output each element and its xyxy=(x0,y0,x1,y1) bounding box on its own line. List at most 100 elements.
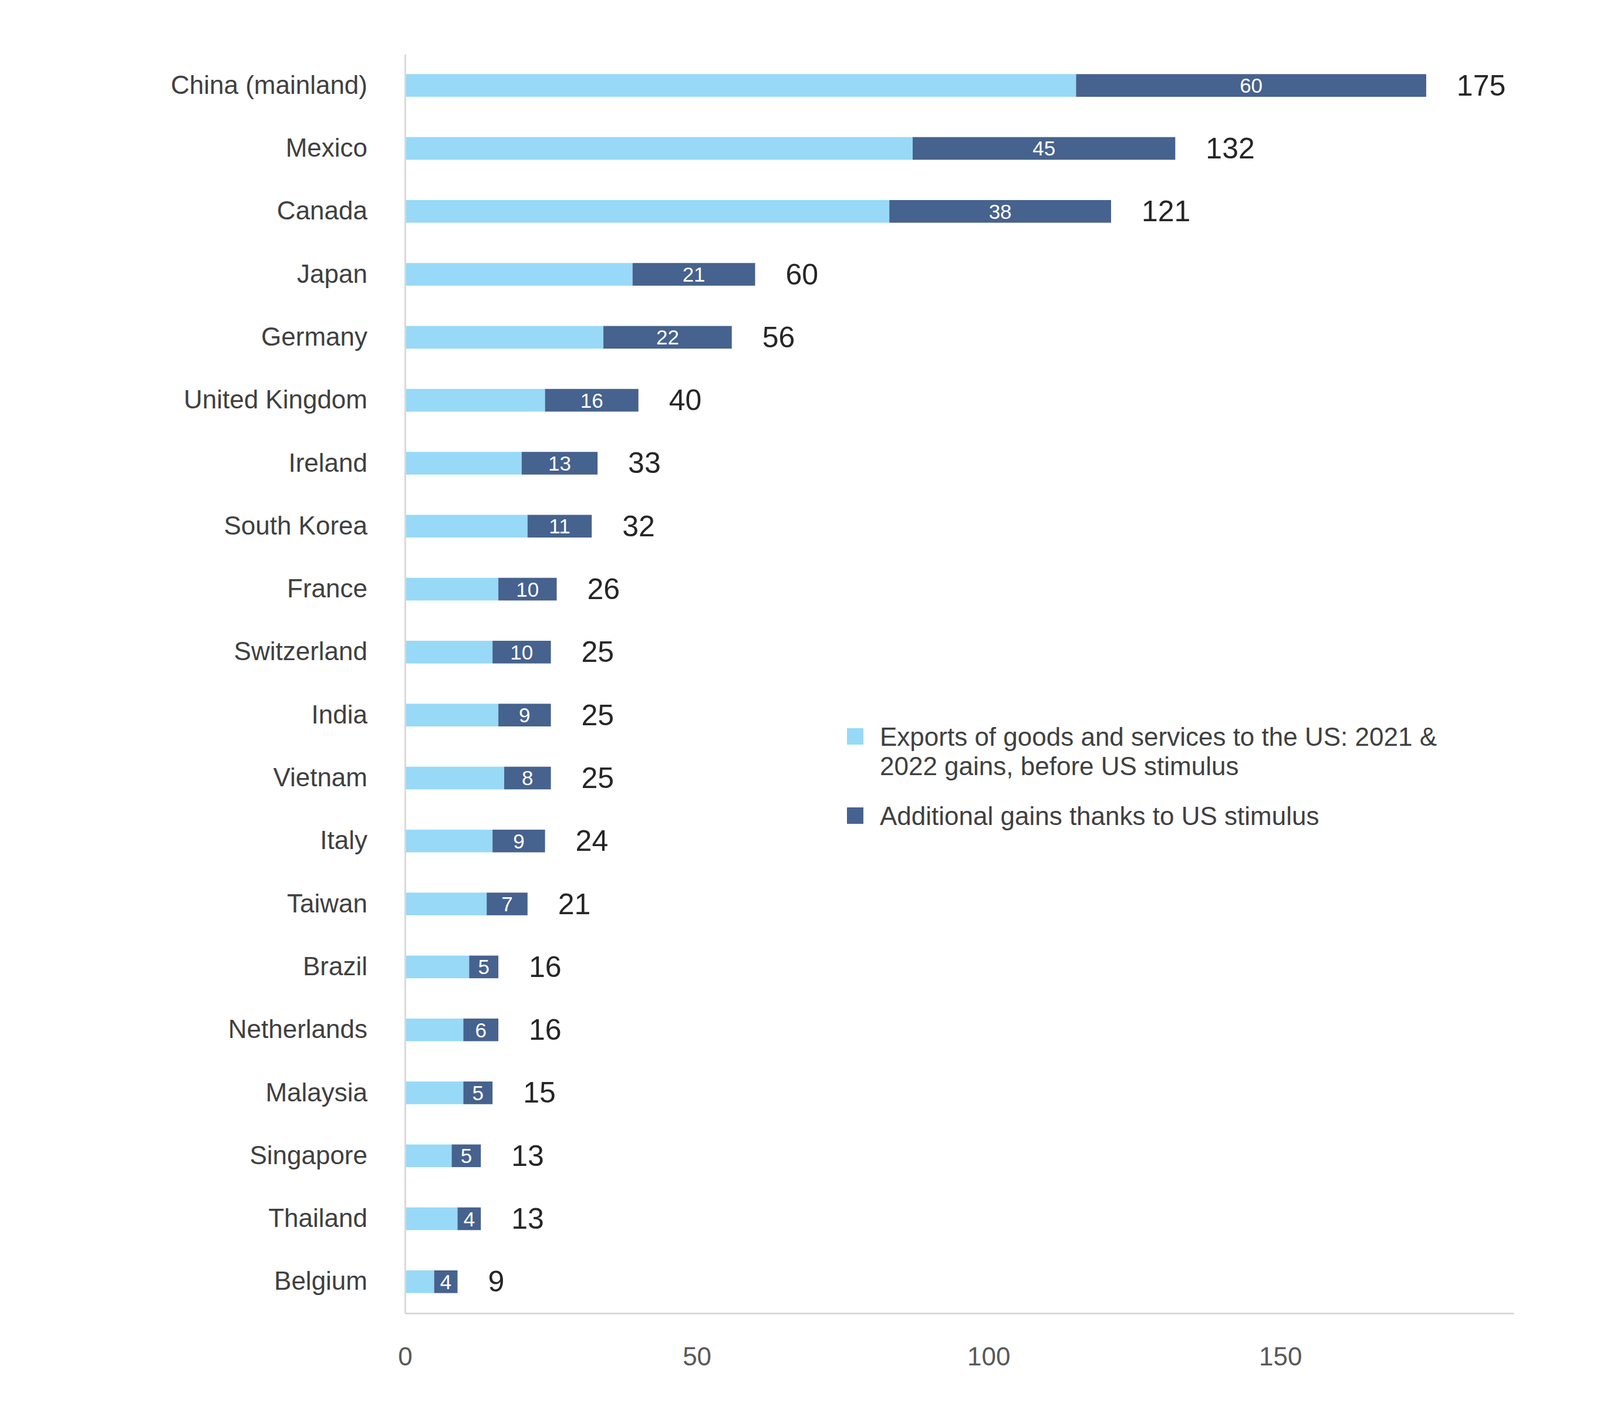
bar-segment xyxy=(404,389,546,413)
x-tick: 0 xyxy=(397,1313,413,1372)
bar-segment xyxy=(404,514,528,538)
data-label: 13 xyxy=(548,451,572,475)
data-label: 4 xyxy=(440,1270,452,1294)
y-tick-label: Malaysia xyxy=(265,1078,368,1107)
legend-swatch xyxy=(846,807,864,825)
total-label: 25 xyxy=(581,699,615,732)
y-tick-label: Germany xyxy=(261,322,368,351)
bar-segment xyxy=(434,1270,458,1294)
bar-segment xyxy=(404,326,604,350)
y-tick: United Kingdom xyxy=(183,385,368,414)
data-label: 5 xyxy=(460,1144,472,1168)
y-tick: India xyxy=(311,700,369,729)
data-label: 38 xyxy=(988,200,1012,224)
data-label: 5 xyxy=(477,955,489,979)
y-axis-line xyxy=(404,54,407,1315)
data-label: 7 xyxy=(501,892,513,916)
total-label: 16 xyxy=(528,1013,562,1047)
y-axis: China (mainland)MexicoCanadaJapanGermany… xyxy=(170,54,406,1315)
data-labels: 604538212216131110109897565544 xyxy=(440,73,1263,1294)
bar-segment xyxy=(404,451,522,475)
y-tick: Belgium xyxy=(274,1266,368,1296)
y-tick-label: Switzerland xyxy=(234,636,368,666)
data-label: 16 xyxy=(580,389,604,413)
data-label: 8 xyxy=(521,766,533,790)
total-label: 40 xyxy=(669,383,702,417)
series-0 xyxy=(404,73,1076,1294)
legend-swatch xyxy=(846,728,864,745)
bar-segment xyxy=(912,137,1176,161)
bar-segment xyxy=(498,578,557,602)
x-tick-label: 50 xyxy=(682,1342,712,1372)
total-label: 13 xyxy=(511,1139,545,1173)
total-label: 25 xyxy=(581,635,615,669)
y-tick-label: Italy xyxy=(319,825,368,855)
y-tick-label: Brazil xyxy=(302,952,368,981)
y-tick-label: China (mainland) xyxy=(170,70,368,100)
bar-segment xyxy=(504,767,552,791)
y-tick-label: Japan xyxy=(296,259,368,289)
bar-segment xyxy=(1075,73,1427,97)
bar-segment xyxy=(492,829,545,853)
total-label: 60 xyxy=(785,258,819,292)
total-label: 26 xyxy=(586,572,620,606)
x-axis-line xyxy=(405,1312,1515,1315)
y-tick: Thailand xyxy=(268,1203,368,1233)
bar-segment xyxy=(451,1144,482,1168)
data-label: 5 xyxy=(472,1081,484,1105)
y-tick: Vietnam xyxy=(272,763,368,792)
y-tick-label: United Kingdom xyxy=(183,385,368,414)
total-label: 121 xyxy=(1141,194,1191,228)
bar-segment xyxy=(404,1207,458,1231)
bar-segment xyxy=(404,262,633,286)
y-tick: Ireland xyxy=(288,448,368,478)
bar-segment xyxy=(463,1081,493,1105)
y-tick: Japan xyxy=(296,259,368,289)
bar-segment xyxy=(404,578,499,602)
bar-segment xyxy=(527,514,592,538)
bar-segment xyxy=(404,73,1076,97)
x-tick-label: 0 xyxy=(397,1342,413,1372)
legend: Exports of goods and services to the US:… xyxy=(846,722,1437,831)
data-label: 45 xyxy=(1032,136,1056,160)
bar-segment xyxy=(404,1081,464,1105)
data-label: 60 xyxy=(1239,73,1263,97)
data-label: 9 xyxy=(518,703,531,727)
y-tick-label: Vietnam xyxy=(272,763,368,792)
legend-item: Exports of goods and services to the US:… xyxy=(846,722,1437,781)
x-tick: 50 xyxy=(682,1313,712,1372)
x-tick-label: 100 xyxy=(967,1342,1011,1372)
total-label: 33 xyxy=(628,446,661,480)
y-tick: Canada xyxy=(277,196,369,225)
y-tick-label: Thailand xyxy=(268,1203,368,1233)
bar-segment xyxy=(404,892,487,916)
bar-segment xyxy=(603,326,732,350)
data-label: 10 xyxy=(510,640,533,664)
bars xyxy=(404,73,1427,1294)
bar-segment xyxy=(545,389,639,413)
bar-segment xyxy=(404,1270,435,1294)
data-label: 11 xyxy=(548,514,570,538)
y-tick-label: India xyxy=(311,700,369,729)
bar-segment xyxy=(632,262,756,286)
chart: 6045382122161311101098975655441751321216… xyxy=(0,0,1600,1420)
bar-segment xyxy=(468,956,499,980)
totals: 1751321216056403332262525252421161615131… xyxy=(487,69,1506,1299)
y-tick: Malaysia xyxy=(265,1078,368,1107)
y-tick: Singapore xyxy=(249,1141,368,1170)
bar-segment xyxy=(404,640,493,664)
bar-segment xyxy=(492,640,551,664)
total-label: 25 xyxy=(581,761,615,795)
x-tick: 100 xyxy=(967,1313,1011,1372)
y-tick: France xyxy=(287,574,368,603)
legend-label: Additional gains thanks to US stimulus xyxy=(879,801,1319,831)
bar-segment xyxy=(404,956,469,980)
y-tick: Taiwan xyxy=(287,889,368,918)
total-label: 32 xyxy=(622,510,656,543)
data-label: 22 xyxy=(656,325,680,349)
bar-segment xyxy=(404,1144,452,1168)
bar-segment xyxy=(889,200,1112,224)
x-tick: 150 xyxy=(1258,1313,1302,1372)
bar-segment xyxy=(404,200,890,224)
y-tick-label: France xyxy=(287,574,368,603)
